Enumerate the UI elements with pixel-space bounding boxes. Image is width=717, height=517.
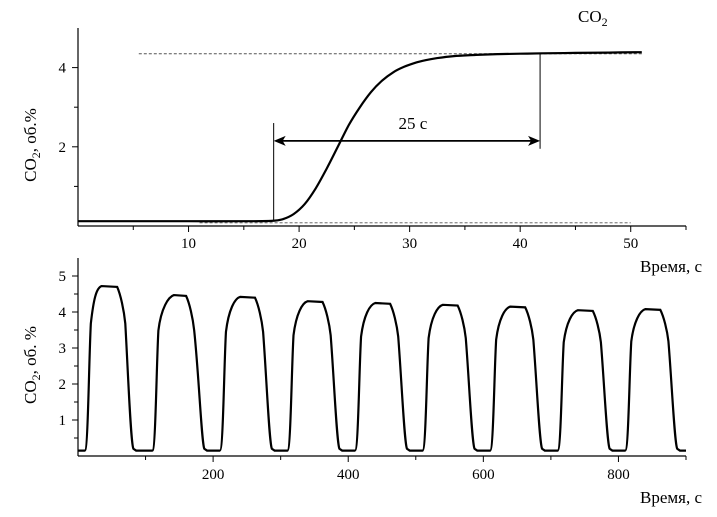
top-y-tick-label: 4 xyxy=(59,61,67,77)
bottom-x-tick-label: 800 xyxy=(607,467,630,483)
top-x-tick-label: 50 xyxy=(623,236,638,252)
top-x-tick-label: 20 xyxy=(292,236,307,252)
arrow-head-right xyxy=(528,135,541,146)
series-label: CO2 xyxy=(578,7,608,29)
duration-arrow xyxy=(273,135,541,146)
top-x-axis-label: Время, с xyxy=(640,257,702,276)
series-label-sub: 2 xyxy=(602,15,608,29)
bottom-y-tick-label: 4 xyxy=(59,305,67,321)
bottom-y-label-tail: , об. % xyxy=(21,326,40,374)
bottom-axes: 200 400 600 800 1 2 3 4 5 xyxy=(59,258,687,483)
bottom-y-tick-label: 2 xyxy=(59,377,67,393)
bottom-y-label-sub: 2 xyxy=(29,374,43,380)
top-y-label-main: CO xyxy=(21,158,40,182)
bottom-x-axis-label: Время, с xyxy=(640,488,702,507)
top-x-tick-label: 10 xyxy=(181,236,196,252)
bottom-y-tick-label: 5 xyxy=(59,269,67,285)
co2-response-line xyxy=(78,51,642,223)
top-x-tick-label: 40 xyxy=(513,236,528,252)
top-y-tick-label: 2 xyxy=(59,140,67,156)
top-reference-lines xyxy=(138,53,642,224)
top-axes: 10 20 30 40 50 2 4 xyxy=(59,28,687,252)
top-y-label-tail: , об.% xyxy=(21,108,40,152)
arrow-head-left xyxy=(273,135,286,146)
duration-label: 25 с xyxy=(398,114,427,133)
bottom-x-tick-label: 200 xyxy=(202,467,225,483)
top-marker-lines xyxy=(273,53,541,222)
co2-cycling-line xyxy=(78,284,686,452)
bottom-y-axis-label: CO2, об. % xyxy=(21,326,43,404)
bottom-y-tick-label: 3 xyxy=(59,341,67,357)
bottom-y-label-main: CO xyxy=(21,380,40,404)
top-y-axis-label: CO2, об.% xyxy=(21,108,43,182)
bottom-x-tick-label: 400 xyxy=(337,467,360,483)
top-y-label-sub: 2 xyxy=(29,152,43,158)
top-x-tick-label: 30 xyxy=(402,236,417,252)
series-label-main: CO xyxy=(578,7,602,26)
bottom-x-tick-label: 600 xyxy=(472,467,495,483)
bottom-y-tick-label: 1 xyxy=(59,413,67,429)
